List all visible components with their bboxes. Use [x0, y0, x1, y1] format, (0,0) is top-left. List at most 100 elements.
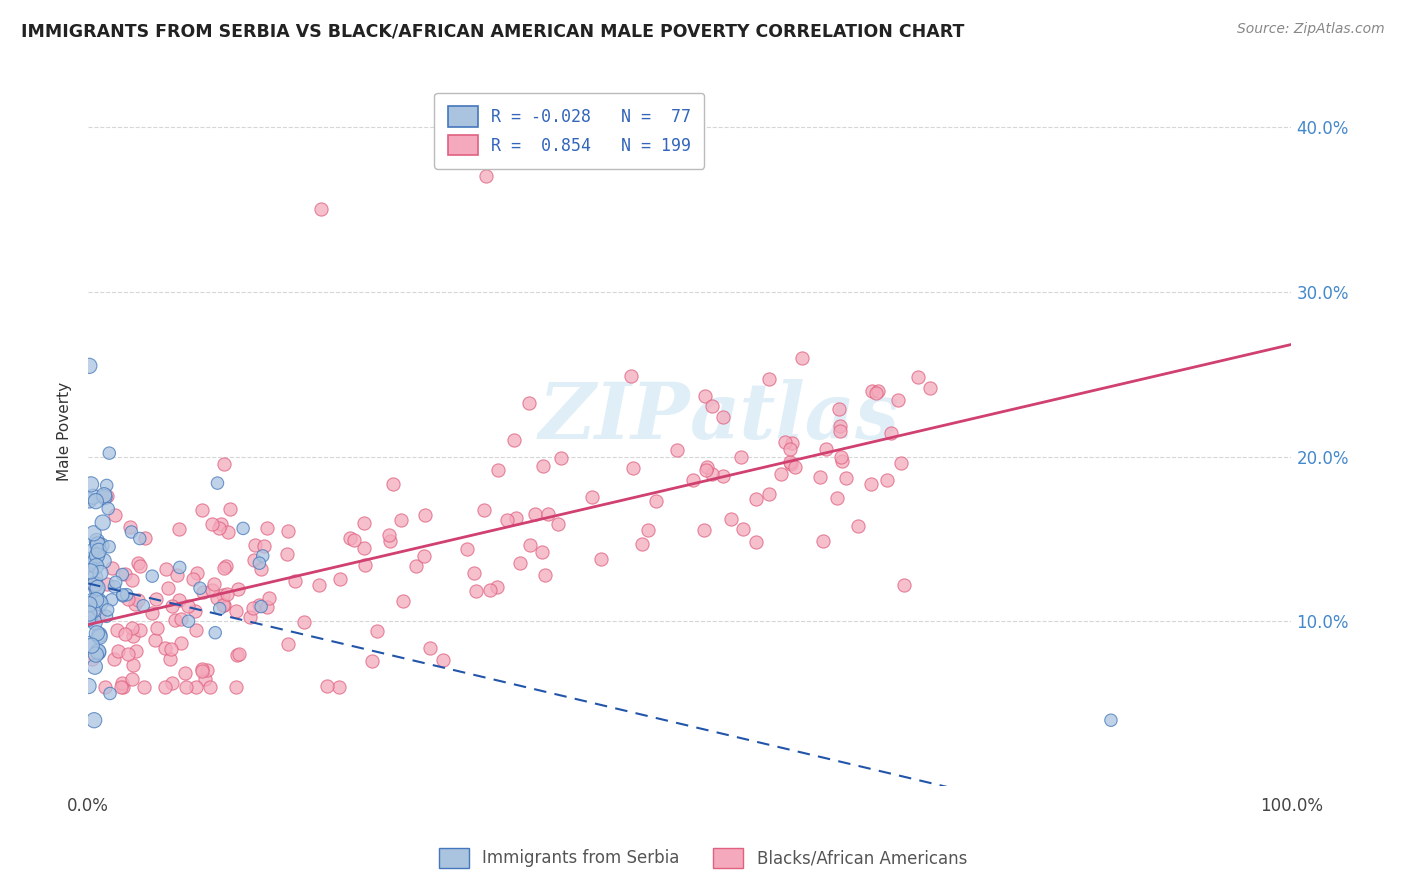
Y-axis label: Male Poverty: Male Poverty	[58, 383, 72, 482]
Point	[86, 582, 108, 597]
Point	[177, 599, 200, 613]
Point	[208, 601, 231, 615]
Point	[80, 545, 103, 559]
Point	[745, 534, 768, 549]
Point	[486, 463, 509, 477]
Point	[257, 591, 280, 606]
Point	[93, 490, 115, 504]
Point	[184, 604, 207, 618]
Point	[243, 553, 266, 567]
Point	[243, 538, 266, 552]
Point	[531, 458, 554, 473]
Point	[835, 471, 858, 485]
Point	[547, 517, 569, 532]
Point	[117, 592, 139, 607]
Point	[366, 624, 388, 638]
Point	[84, 577, 107, 591]
Point	[256, 521, 278, 535]
Point	[907, 369, 929, 384]
Point	[86, 538, 108, 552]
Point	[212, 598, 235, 612]
Point	[186, 566, 208, 580]
Point	[631, 537, 654, 551]
Point	[201, 582, 224, 597]
Point	[159, 642, 181, 657]
Point	[696, 460, 718, 475]
Point	[96, 489, 118, 503]
Point	[534, 567, 557, 582]
Point	[226, 648, 249, 663]
Point	[249, 562, 271, 576]
Point	[212, 598, 235, 612]
Point	[194, 672, 217, 686]
Point	[191, 584, 214, 599]
Point	[82, 604, 104, 618]
Point	[711, 409, 734, 424]
Point	[879, 426, 901, 441]
Point	[412, 549, 434, 563]
Point	[700, 399, 723, 413]
Point	[83, 615, 105, 630]
Point	[143, 633, 166, 648]
Point	[124, 597, 146, 611]
Point	[157, 581, 180, 595]
Point	[846, 519, 869, 533]
Point	[665, 443, 688, 458]
Point	[464, 584, 486, 599]
Point	[170, 612, 193, 626]
Point	[198, 680, 221, 694]
Point	[181, 572, 204, 586]
Point	[87, 593, 110, 607]
Point	[456, 541, 478, 556]
Point	[93, 680, 115, 694]
Point	[329, 572, 352, 586]
Point	[695, 463, 717, 477]
Point	[100, 592, 122, 607]
Point	[87, 537, 110, 551]
Point	[101, 560, 124, 574]
Point	[87, 544, 110, 558]
Point	[211, 588, 233, 602]
Point	[104, 575, 127, 590]
Point	[195, 664, 218, 678]
Point	[830, 424, 852, 438]
Point	[830, 450, 852, 464]
Legend: Immigrants from Serbia, Blacks/African Americans: Immigrants from Serbia, Blacks/African A…	[433, 841, 973, 875]
Point	[103, 652, 125, 666]
Point	[98, 540, 121, 554]
Point	[205, 591, 228, 605]
Point	[111, 589, 134, 603]
Point	[770, 467, 793, 482]
Point	[103, 580, 125, 594]
Point	[242, 600, 264, 615]
Point	[730, 450, 752, 464]
Point	[82, 577, 104, 591]
Point	[174, 680, 197, 694]
Point	[733, 522, 755, 536]
Point	[82, 490, 104, 504]
Point	[343, 533, 366, 547]
Point	[682, 473, 704, 487]
Point	[146, 621, 169, 635]
Point	[645, 493, 668, 508]
Point	[887, 392, 910, 407]
Point	[860, 384, 883, 398]
Point	[308, 577, 330, 591]
Point	[361, 654, 384, 668]
Point	[247, 599, 270, 613]
Point	[247, 556, 270, 570]
Point	[828, 419, 851, 434]
Point	[121, 574, 143, 588]
Point	[868, 384, 890, 398]
Point	[93, 554, 115, 568]
Point	[120, 524, 142, 539]
Point	[111, 680, 134, 694]
Point	[96, 577, 118, 591]
Point	[104, 508, 127, 522]
Point	[170, 636, 193, 650]
Text: IMMIGRANTS FROM SERBIA VS BLACK/AFRICAN AMERICAN MALE POVERTY CORRELATION CHART: IMMIGRANTS FROM SERBIA VS BLACK/AFRICAN …	[21, 22, 965, 40]
Point	[87, 645, 110, 659]
Point	[392, 594, 415, 608]
Point	[214, 558, 236, 573]
Point	[114, 626, 136, 640]
